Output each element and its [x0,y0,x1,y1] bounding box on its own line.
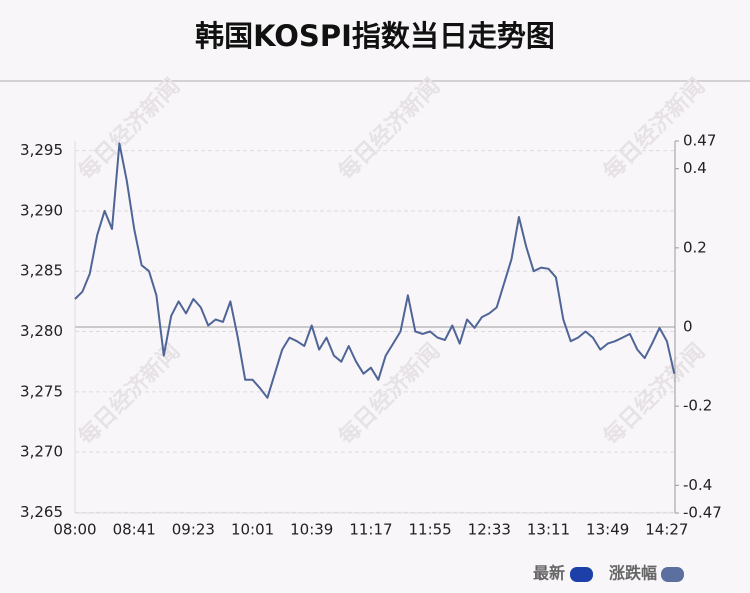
y2-tick-label: -0.2 [683,397,712,415]
watermark: 每日经济新闻 [333,73,445,185]
watermark: 每日经济新闻 [598,338,710,450]
y-tick-label: 3,295 [20,141,63,159]
x-tick-label: 11:55 [408,521,451,539]
price-line [74,142,676,399]
legend-label: 最新 [533,564,565,583]
x-tick-label: 11:17 [349,521,392,539]
watermark: 每日经济新闻 [73,73,185,185]
y-tick-label: 3,290 [20,201,63,219]
x-tick-label: 10:39 [290,521,333,539]
watermark: 每日经济新闻 [333,338,445,450]
x-tick-label: 12:33 [468,521,511,539]
legend-swatch [570,567,593,582]
watermark: 每日经济新闻 [73,338,185,450]
y2-tick-label: 0 [683,318,693,336]
x-tick-label: 09:23 [172,521,215,539]
legend-swatch [661,567,684,582]
y2-tick-label: -0.47 [683,504,722,522]
y2-tick-label: 0.4 [683,159,707,177]
y-tick-label: 3,275 [20,382,63,400]
y2-tick-label: -0.4 [683,476,712,494]
x-tick-label: 08:41 [113,521,156,539]
y2-tick-label: 0.47 [683,132,716,150]
legend-label: 涨跌幅 [609,564,657,583]
y2-tick-label: 0.2 [683,238,707,256]
y-tick-label: 3,265 [20,503,63,521]
y-tick-label: 3,270 [20,443,63,461]
x-tick-label: 10:01 [231,521,274,539]
chart-title: 韩国KOSPI指数当日走势图 [195,19,555,53]
x-tick-label: 13:11 [527,521,570,539]
x-tick-label: 08:00 [53,521,96,539]
x-tick-label: 13:49 [586,521,629,539]
y-tick-label: 3,285 [20,262,63,280]
x-tick-label: 14:27 [645,521,688,539]
y-tick-label: 3,280 [20,322,63,340]
